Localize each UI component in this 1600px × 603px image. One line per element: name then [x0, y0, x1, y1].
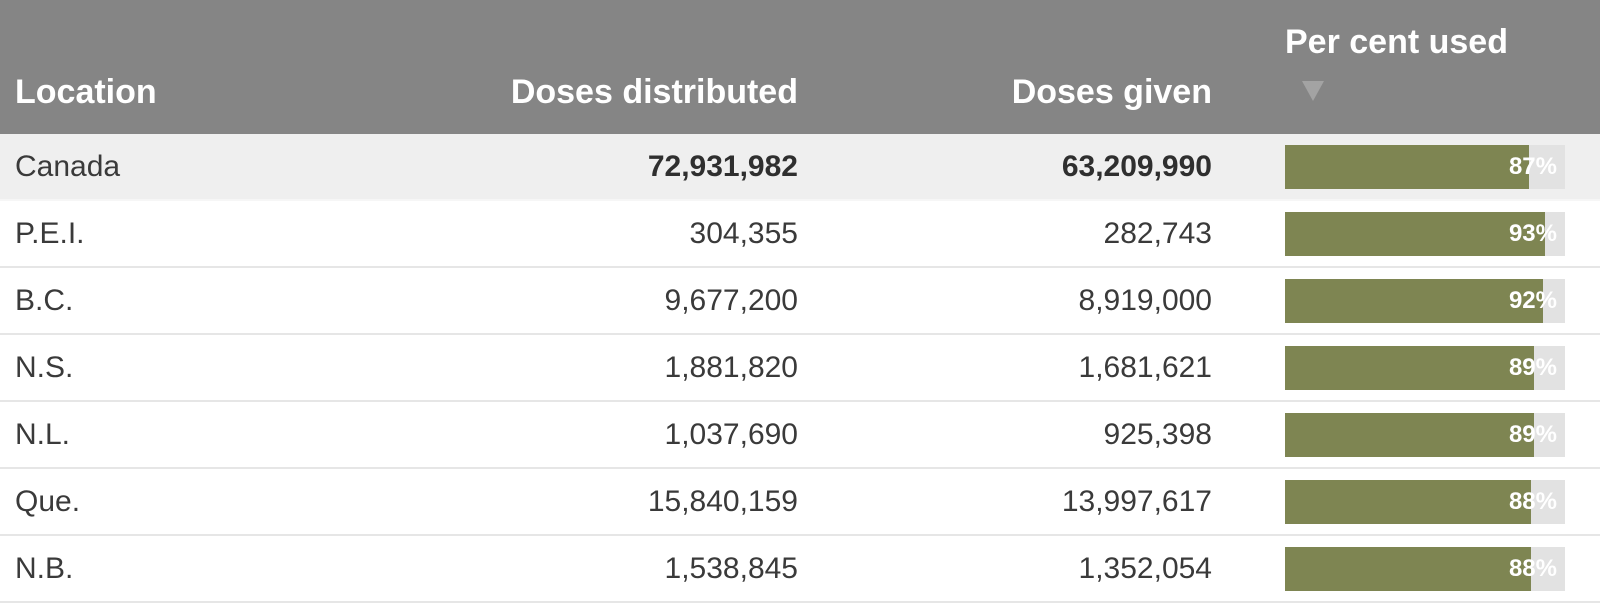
per-cent-bar: 89% [1285, 346, 1565, 390]
column-header-per-cent-used[interactable]: Per cent used [1285, 23, 1508, 61]
per-cent-bar: 88% [1285, 480, 1565, 524]
table-row: N.L. 1,037,690 925,398 89% [0, 402, 1600, 469]
cell-doses-given: 63,209,990 [1061, 150, 1212, 183]
cell-doses-given: 8,919,000 [1078, 284, 1212, 317]
table-row: N.S. 1,881,820 1,681,621 89% [0, 335, 1600, 402]
per-cent-label: 89% [1508, 421, 1557, 448]
per-cent-bar-fill [1285, 279, 1543, 323]
per-cent-bar-fill [1285, 212, 1546, 256]
cell-doses-given: 282,743 [1103, 217, 1212, 250]
per-cent-bar: 93% [1285, 212, 1565, 256]
cell-doses-distributed: 1,037,690 [664, 418, 798, 451]
per-cent-bar: 92% [1285, 279, 1565, 323]
per-cent-label: 93% [1508, 220, 1557, 247]
per-cent-bar-fill [1285, 346, 1535, 390]
cell-doses-distributed: 1,881,820 [664, 351, 798, 384]
table-row: Que. 15,840,159 13,997,617 88% [0, 469, 1600, 536]
cell-doses-given: 1,352,054 [1078, 552, 1212, 585]
per-cent-label: 88% [1508, 488, 1557, 515]
cell-doses-given: 925,398 [1103, 418, 1212, 451]
table-header: Location Doses distributed Doses given P… [0, 0, 1600, 134]
cell-doses-distributed: 15,840,159 [647, 485, 798, 518]
cell-doses-distributed: 9,677,200 [664, 284, 798, 317]
per-cent-label: 89% [1508, 354, 1557, 381]
column-header-location[interactable]: Location [15, 73, 157, 111]
per-cent-bar: 87% [1285, 145, 1565, 189]
cell-doses-given: 13,997,617 [1061, 485, 1212, 518]
cell-doses-given: 1,681,621 [1078, 351, 1212, 384]
column-header-doses-given[interactable]: Doses given [1011, 73, 1212, 111]
table-row: P.E.I. 304,355 282,743 93% [0, 201, 1600, 268]
column-header-doses-distributed[interactable]: Doses distributed [510, 73, 798, 111]
cell-location: Que. [15, 485, 81, 518]
table-row-total: Canada 72,931,982 63,209,990 87% [0, 134, 1600, 201]
cell-location: P.E.I. [15, 217, 85, 250]
cell-doses-distributed: 304,355 [689, 217, 798, 250]
cell-location: N.S. [15, 351, 74, 384]
per-cent-label: 87% [1508, 153, 1557, 180]
cell-location: N.B. [15, 552, 74, 585]
per-cent-bar-fill [1285, 547, 1532, 591]
per-cent-label: 92% [1508, 287, 1557, 314]
cell-location: N.L. [15, 418, 71, 451]
per-cent-bar: 89% [1285, 413, 1565, 457]
cell-doses-distributed: 1,538,845 [664, 552, 798, 585]
per-cent-bar-fill [1285, 480, 1532, 524]
per-cent-label: 88% [1508, 555, 1557, 582]
cell-location: B.C. [15, 284, 74, 317]
table-row: B.C. 9,677,200 8,919,000 92% [0, 268, 1600, 335]
cell-location: Canada [15, 150, 121, 183]
per-cent-bar-fill [1285, 413, 1535, 457]
table-row: N.B. 1,538,845 1,352,054 88% [0, 536, 1600, 603]
cell-doses-distributed: 72,931,982 [647, 150, 798, 183]
sort-descending-icon[interactable] [1302, 81, 1324, 101]
per-cent-bar-fill [1285, 145, 1529, 189]
per-cent-bar: 88% [1285, 547, 1565, 591]
